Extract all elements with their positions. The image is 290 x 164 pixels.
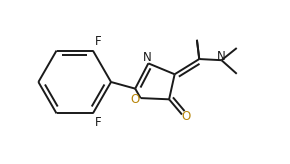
Text: N: N bbox=[217, 50, 226, 63]
Text: F: F bbox=[95, 116, 101, 129]
Text: O: O bbox=[182, 110, 191, 123]
Text: O: O bbox=[131, 93, 140, 106]
Text: F: F bbox=[95, 35, 101, 48]
Text: N: N bbox=[143, 51, 152, 64]
